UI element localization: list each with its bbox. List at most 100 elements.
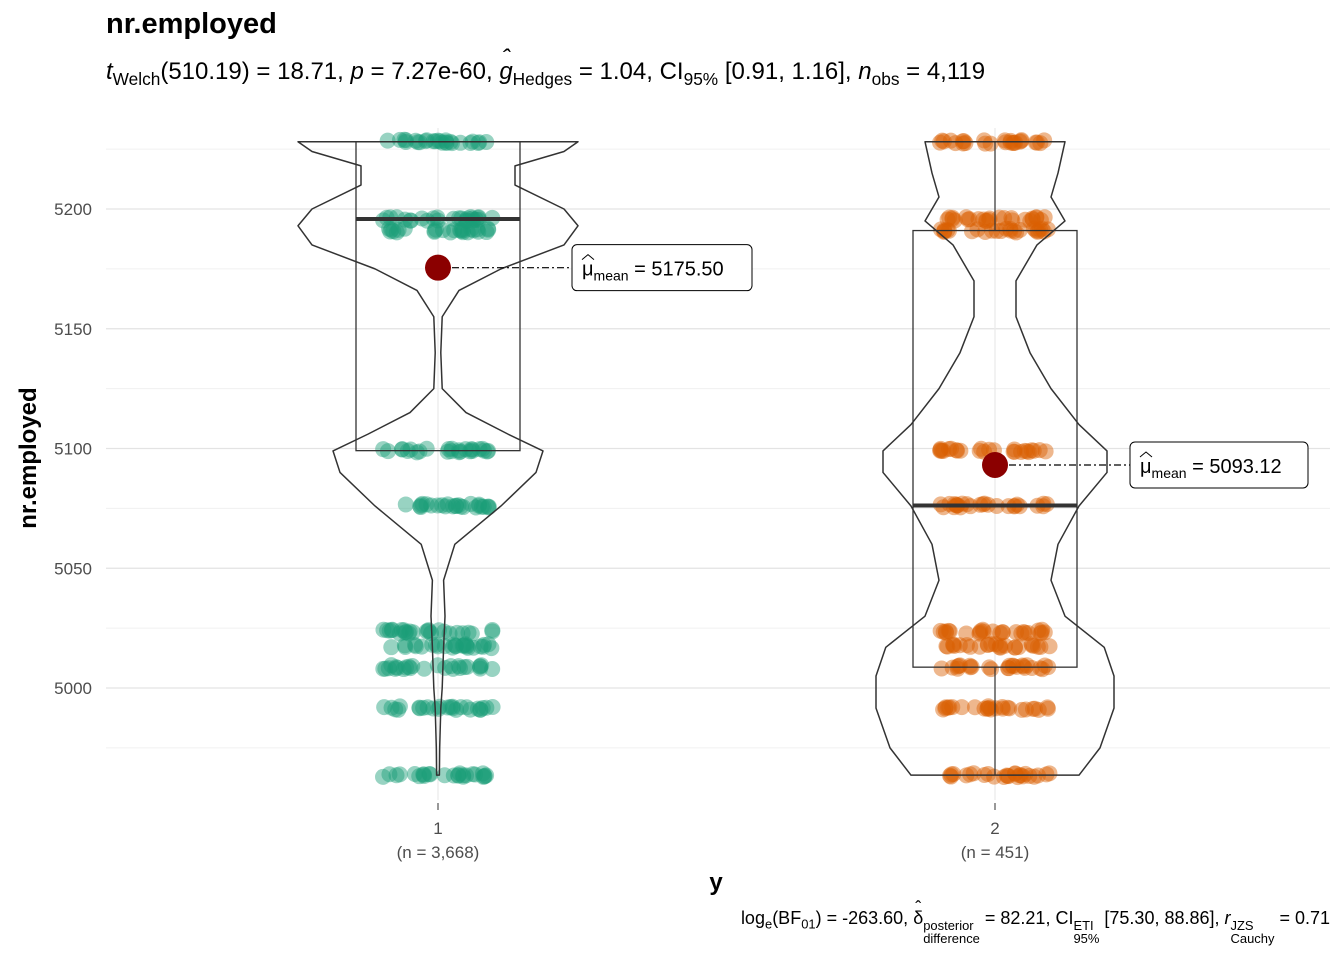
data-point	[999, 699, 1016, 716]
data-point	[427, 221, 444, 238]
data-point	[484, 660, 501, 677]
data-point	[383, 639, 400, 656]
data-point	[1017, 701, 1034, 718]
data-point	[981, 699, 998, 716]
data-point	[972, 622, 989, 639]
data-point	[472, 701, 489, 718]
y-tick-label: 5000	[54, 679, 92, 698]
data-point	[958, 625, 975, 642]
data-point	[1036, 132, 1053, 149]
data-point	[412, 498, 429, 515]
data-point	[1016, 442, 1033, 459]
data-point	[454, 221, 471, 238]
data-point	[387, 660, 404, 677]
data-point	[1032, 211, 1049, 228]
data-point	[1026, 220, 1043, 237]
data-point	[397, 638, 414, 655]
data-point	[395, 661, 412, 678]
data-point	[446, 222, 463, 239]
data-point	[429, 497, 446, 514]
delta-label: δ	[913, 898, 923, 929]
data-point	[470, 497, 487, 514]
df-value: (510.19)	[160, 58, 250, 85]
data-point	[946, 638, 963, 655]
data-point	[423, 497, 440, 514]
data-point	[973, 440, 990, 457]
data-point	[938, 638, 955, 655]
data-point	[475, 498, 492, 515]
data-point	[1028, 209, 1045, 226]
n-value: = 4,119	[906, 58, 986, 85]
data-point	[1039, 221, 1056, 238]
data-point	[397, 132, 414, 149]
data-point	[980, 765, 997, 782]
x-tick-label: 1	[433, 819, 442, 838]
data-point	[454, 625, 471, 642]
data-point	[941, 209, 958, 226]
r-sub: Cauchy	[1230, 930, 1275, 946]
data-point	[938, 624, 955, 641]
data-point	[396, 637, 413, 654]
data-point	[1018, 657, 1035, 674]
data-point	[997, 637, 1014, 654]
data-point	[987, 636, 1004, 653]
data-point	[418, 132, 435, 149]
data-point	[388, 659, 405, 676]
data-point	[381, 766, 398, 783]
data-point	[1026, 700, 1043, 717]
data-point	[439, 496, 456, 513]
data-point	[1023, 659, 1040, 676]
data-point	[1020, 444, 1037, 461]
delta-sub: difference	[923, 930, 980, 946]
data-point	[418, 623, 435, 640]
data-point	[450, 767, 467, 784]
data-point	[416, 768, 433, 785]
data-point	[945, 765, 962, 782]
data-point	[933, 660, 950, 677]
data-point	[986, 768, 1003, 785]
data-point	[476, 636, 493, 653]
data-point	[418, 440, 435, 457]
data-point	[478, 224, 495, 241]
y-tick-label: 5200	[54, 200, 92, 219]
mean-label-box	[571, 244, 753, 292]
data-point	[407, 132, 424, 149]
data-point	[969, 221, 986, 238]
data-point	[452, 660, 469, 677]
data-point	[942, 768, 959, 785]
data-point	[415, 699, 432, 716]
data-point	[1000, 660, 1017, 677]
data-point	[1004, 212, 1021, 229]
axes: 5000 5050 5100 5150 5200 1 (n = 3,668) 2 (n = 45…	[15, 200, 1029, 896]
data-point	[932, 221, 949, 238]
data-point	[467, 766, 484, 783]
data-point	[478, 767, 495, 784]
data-point	[447, 638, 464, 655]
data-point	[426, 222, 443, 239]
data-point	[978, 212, 995, 229]
mean-label: μmean = 5093.12	[1140, 456, 1282, 481]
delta-value: = 82.21, CI	[984, 908, 1074, 928]
ci-value: [0.91, 1.16],	[724, 58, 852, 85]
data-point	[992, 639, 1009, 656]
data-point	[473, 657, 490, 674]
data-point	[1027, 134, 1044, 151]
data-point	[467, 499, 484, 516]
data-point	[451, 444, 468, 461]
data-point	[438, 134, 455, 151]
data-point	[939, 211, 956, 228]
data-point	[932, 442, 949, 459]
data-point	[412, 499, 429, 516]
data-point	[383, 657, 400, 674]
data-point	[383, 221, 400, 238]
data-point	[1036, 624, 1053, 641]
mean-point	[425, 254, 451, 281]
box	[912, 229, 1078, 668]
violin	[875, 140, 1115, 776]
data-point	[483, 640, 500, 657]
data-point	[944, 209, 961, 226]
data-point	[444, 700, 461, 717]
data-point	[998, 220, 1015, 237]
data-point	[442, 699, 459, 716]
data-point	[404, 658, 421, 675]
